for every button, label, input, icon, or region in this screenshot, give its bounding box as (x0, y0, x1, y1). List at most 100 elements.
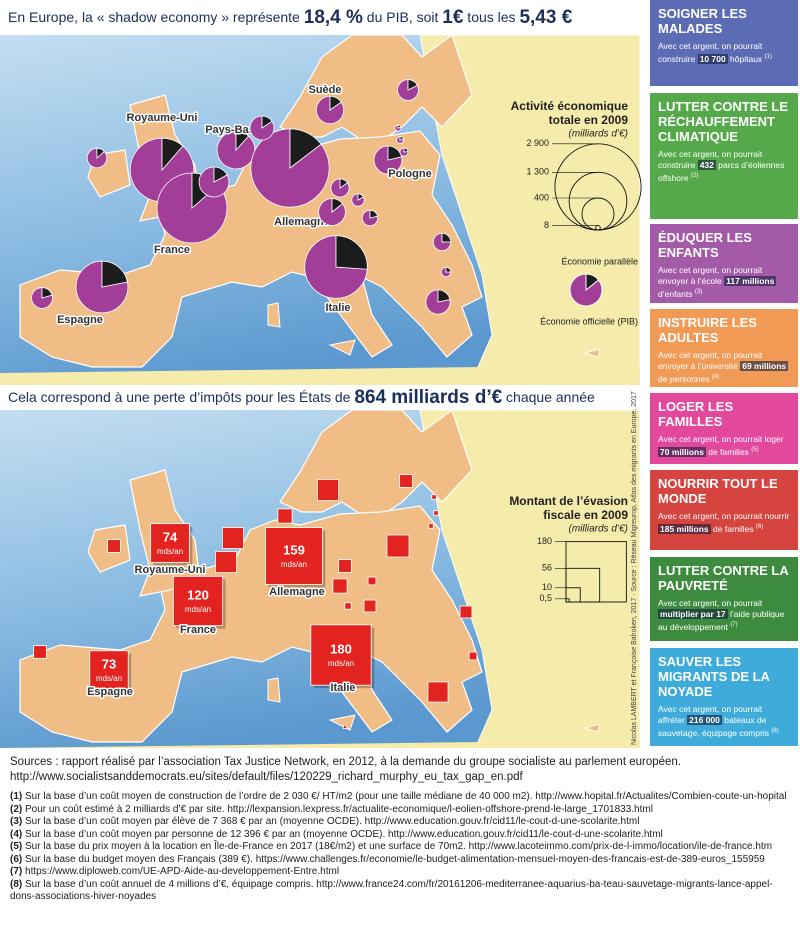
legend-title: totale en 2009 (549, 113, 629, 127)
panel-title: LUTTER CONTRE LE RÉCHAUFFEMENT CLIMATIQU… (658, 99, 788, 144)
title-2: Cela correspond à une perte d’impôts pou… (8, 387, 595, 408)
legend-size-label: 56 (542, 563, 552, 573)
legend-size-label: 1 300 (526, 167, 549, 177)
square-value: 73 (102, 656, 116, 671)
panel-text-before: Avec cet argent, on pourrait (658, 598, 763, 608)
pie-shadow (329, 95, 342, 111)
panel-text: Avec cet argent, on pourrait loger 70 mi… (658, 434, 790, 458)
tax-square (310, 624, 372, 686)
pie-shadow (437, 289, 451, 303)
panel-text-after: bateaux de sauvetage, équipage compris (658, 715, 772, 738)
note-number: (4) (10, 828, 23, 840)
square-value: 180 (330, 641, 352, 656)
panel: INSTRUIRE LES ADULTES Avec cet argent, on… (650, 309, 798, 387)
panel-highlight: 69 millions (740, 361, 789, 371)
legend-square (565, 587, 581, 603)
country-label: Allemagne (274, 216, 330, 228)
credit: Nicolas LAMBERT et Françoise Bahoken, 20… (631, 391, 638, 745)
panel-note: (5) (751, 447, 759, 453)
pie-shadow (441, 232, 452, 243)
note-number: (8) (10, 878, 23, 890)
panel-text-before: Avec cet argent, on pourrait loger (658, 434, 784, 444)
tax-square (344, 602, 352, 610)
source-note: (8) Sur la base d’un coût annuel de 4 mi… (10, 879, 795, 904)
square-value: 159 (283, 542, 305, 557)
pie-shadow (407, 79, 418, 91)
note-text: Sur la base du budget moyen des Français… (22, 853, 765, 865)
panel-text: Avec cet argent, on pourrait multiplier … (658, 598, 790, 633)
panel-note: (4) (711, 374, 720, 380)
panel-text: Avec cet argent, on pourrait construire … (658, 149, 790, 184)
panel-text-after: l’aide publique au développement (658, 609, 785, 632)
source-note: (2) Pour un coût estimé à 2 milliards d’… (10, 804, 795, 817)
legend-pie-shadow (585, 273, 600, 292)
note-number: (5) (10, 841, 23, 852)
note-text: Sur la base du prix moyen à la location … (22, 841, 773, 852)
tax-square (386, 534, 410, 558)
pie-shadow (445, 266, 452, 273)
panel-highlight: 216 000 (687, 715, 722, 725)
square-unit: mds/an (281, 560, 307, 569)
note-number: (1) (10, 791, 23, 802)
pie-official (397, 79, 419, 101)
legend-square (565, 567, 601, 603)
panel-text-after: hôpitaux (727, 53, 765, 64)
country-label: Italie (325, 302, 350, 314)
note-number: (3) (10, 816, 23, 827)
panel-note: (2) (690, 173, 699, 179)
legend-title: Activité économique (511, 99, 629, 113)
title-part: Cela correspond à une perte d’impôts pou… (8, 389, 354, 405)
legend-title: fiscale en 2009 (543, 508, 628, 522)
sources: Sources : rapport réalisé par l’associat… (10, 755, 795, 904)
source-note: (1) Sur la base d’un coût moyen de const… (10, 791, 795, 804)
legend-size-label: 400 (534, 192, 549, 202)
panel-text-after: de personnes (658, 373, 712, 384)
panel: NOURRIR TOUT LE MONDE Avec cet argent, on… (650, 470, 798, 550)
country-label: France (154, 244, 190, 256)
panel-text: Avec cet argent, on pourrait envoyer à l… (658, 265, 790, 300)
tax-square (332, 578, 348, 594)
tax-square (367, 576, 377, 586)
tax-square (363, 599, 377, 613)
pie-shadow (335, 235, 368, 270)
tax-square (459, 605, 473, 619)
panel-highlight: 70 millions (658, 446, 706, 457)
tax-square (89, 650, 129, 690)
tax-square (427, 681, 449, 703)
pie-shadow (397, 124, 402, 129)
panel-text-before: Avec cet argent, on pourrait affréter (658, 704, 763, 725)
country-label: Italie (330, 682, 355, 694)
panel-highlight: multiplier par 17 (658, 609, 728, 619)
tax-square (317, 479, 339, 501)
tax-square (428, 523, 434, 529)
note-text: https://www.diploweb.com/UE-APD-Aide-au-… (22, 866, 340, 877)
legend-series: Économie officielle (PIB) (540, 316, 638, 326)
legend-unit: (milliards d’€) (569, 129, 628, 140)
sources-intro: Sources : rapport réalisé par l’associat… (10, 756, 682, 768)
panel: SAUVER LES MIGRANTS DE LA NOYADE Avec cet… (650, 648, 798, 746)
pie-official (425, 289, 451, 315)
pie-official (361, 209, 379, 227)
note-text: Pour un coût estimé à 2 milliards d’€ pa… (22, 803, 653, 815)
note-text: Sur la base d’un coût moyen par élève de… (22, 816, 640, 827)
tax-square (399, 474, 413, 488)
legend-size-label: 180 (537, 536, 552, 546)
pie-official (75, 260, 129, 314)
pie-shadow (289, 128, 322, 169)
title-part: 18,4 % (304, 7, 363, 28)
legend-series: Économie parallèle (561, 256, 638, 266)
panel-note: (3) (694, 289, 703, 295)
source-note: (7) https://www.diploweb.com/UE-APD-Aide… (10, 866, 795, 879)
panel-text-before: Avec cet argent, on pourrait nourrir (658, 511, 790, 521)
panel-text: Avec cet argent, on pourrait envoyer à l… (658, 350, 790, 385)
pie-shadow (339, 178, 349, 189)
title-part: chaque année (502, 389, 595, 405)
panel-note: (1) (764, 54, 772, 60)
panel-text: Avec cet argent, on pourrait affréter 21… (658, 704, 790, 739)
country-label: Suède (308, 84, 341, 96)
title-1: En Europe, la « shadow economy » représe… (8, 7, 573, 28)
pie-official (432, 232, 452, 252)
panel-highlight: 432 (697, 160, 716, 170)
tax-square (265, 527, 323, 585)
